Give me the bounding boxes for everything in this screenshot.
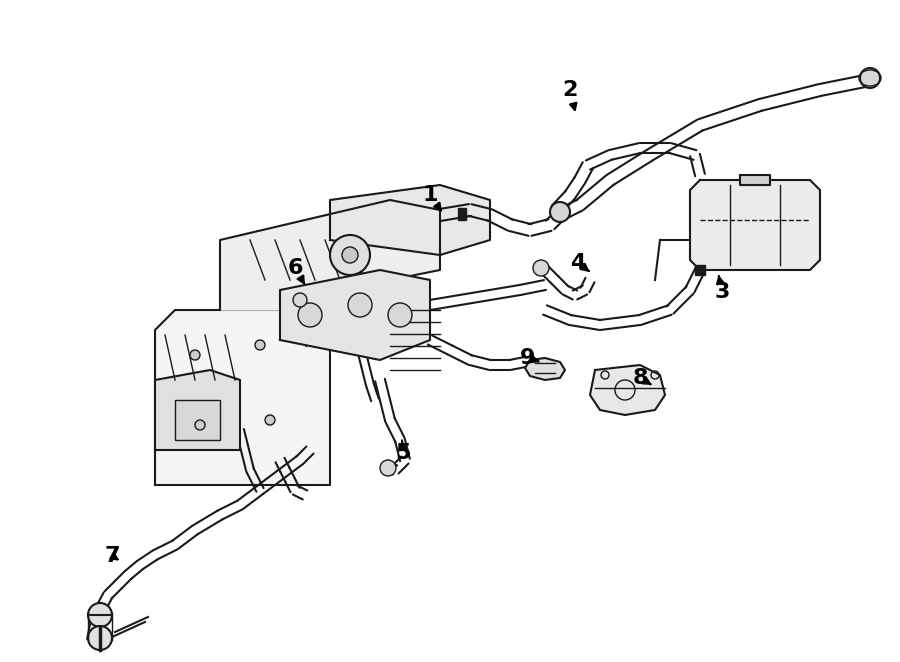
Text: 6: 6 xyxy=(287,258,304,283)
Polygon shape xyxy=(220,200,440,310)
Circle shape xyxy=(88,603,112,627)
Circle shape xyxy=(195,420,205,430)
Bar xyxy=(458,208,466,220)
Polygon shape xyxy=(690,180,820,270)
Polygon shape xyxy=(280,270,430,360)
Text: 2: 2 xyxy=(562,80,578,110)
Circle shape xyxy=(388,303,412,327)
Circle shape xyxy=(348,293,372,317)
Text: 1: 1 xyxy=(422,185,441,211)
Polygon shape xyxy=(740,175,770,185)
Circle shape xyxy=(265,415,275,425)
Circle shape xyxy=(88,626,112,650)
Circle shape xyxy=(533,260,549,276)
Polygon shape xyxy=(590,365,665,415)
Text: 7: 7 xyxy=(104,546,120,566)
Text: 5: 5 xyxy=(395,440,410,463)
Circle shape xyxy=(380,460,396,476)
Circle shape xyxy=(190,350,200,360)
Circle shape xyxy=(860,68,880,88)
Polygon shape xyxy=(525,358,565,380)
Text: 3: 3 xyxy=(715,276,730,302)
Circle shape xyxy=(293,293,307,307)
Circle shape xyxy=(330,235,370,275)
Polygon shape xyxy=(330,185,490,255)
Circle shape xyxy=(255,340,265,350)
Circle shape xyxy=(342,247,358,263)
Polygon shape xyxy=(155,310,330,485)
Text: 8: 8 xyxy=(632,368,651,388)
Polygon shape xyxy=(175,400,220,440)
Text: 9: 9 xyxy=(520,348,539,368)
Circle shape xyxy=(550,202,570,222)
Circle shape xyxy=(298,303,322,327)
Bar xyxy=(695,265,705,275)
Text: 4: 4 xyxy=(571,253,589,273)
Polygon shape xyxy=(155,370,240,450)
